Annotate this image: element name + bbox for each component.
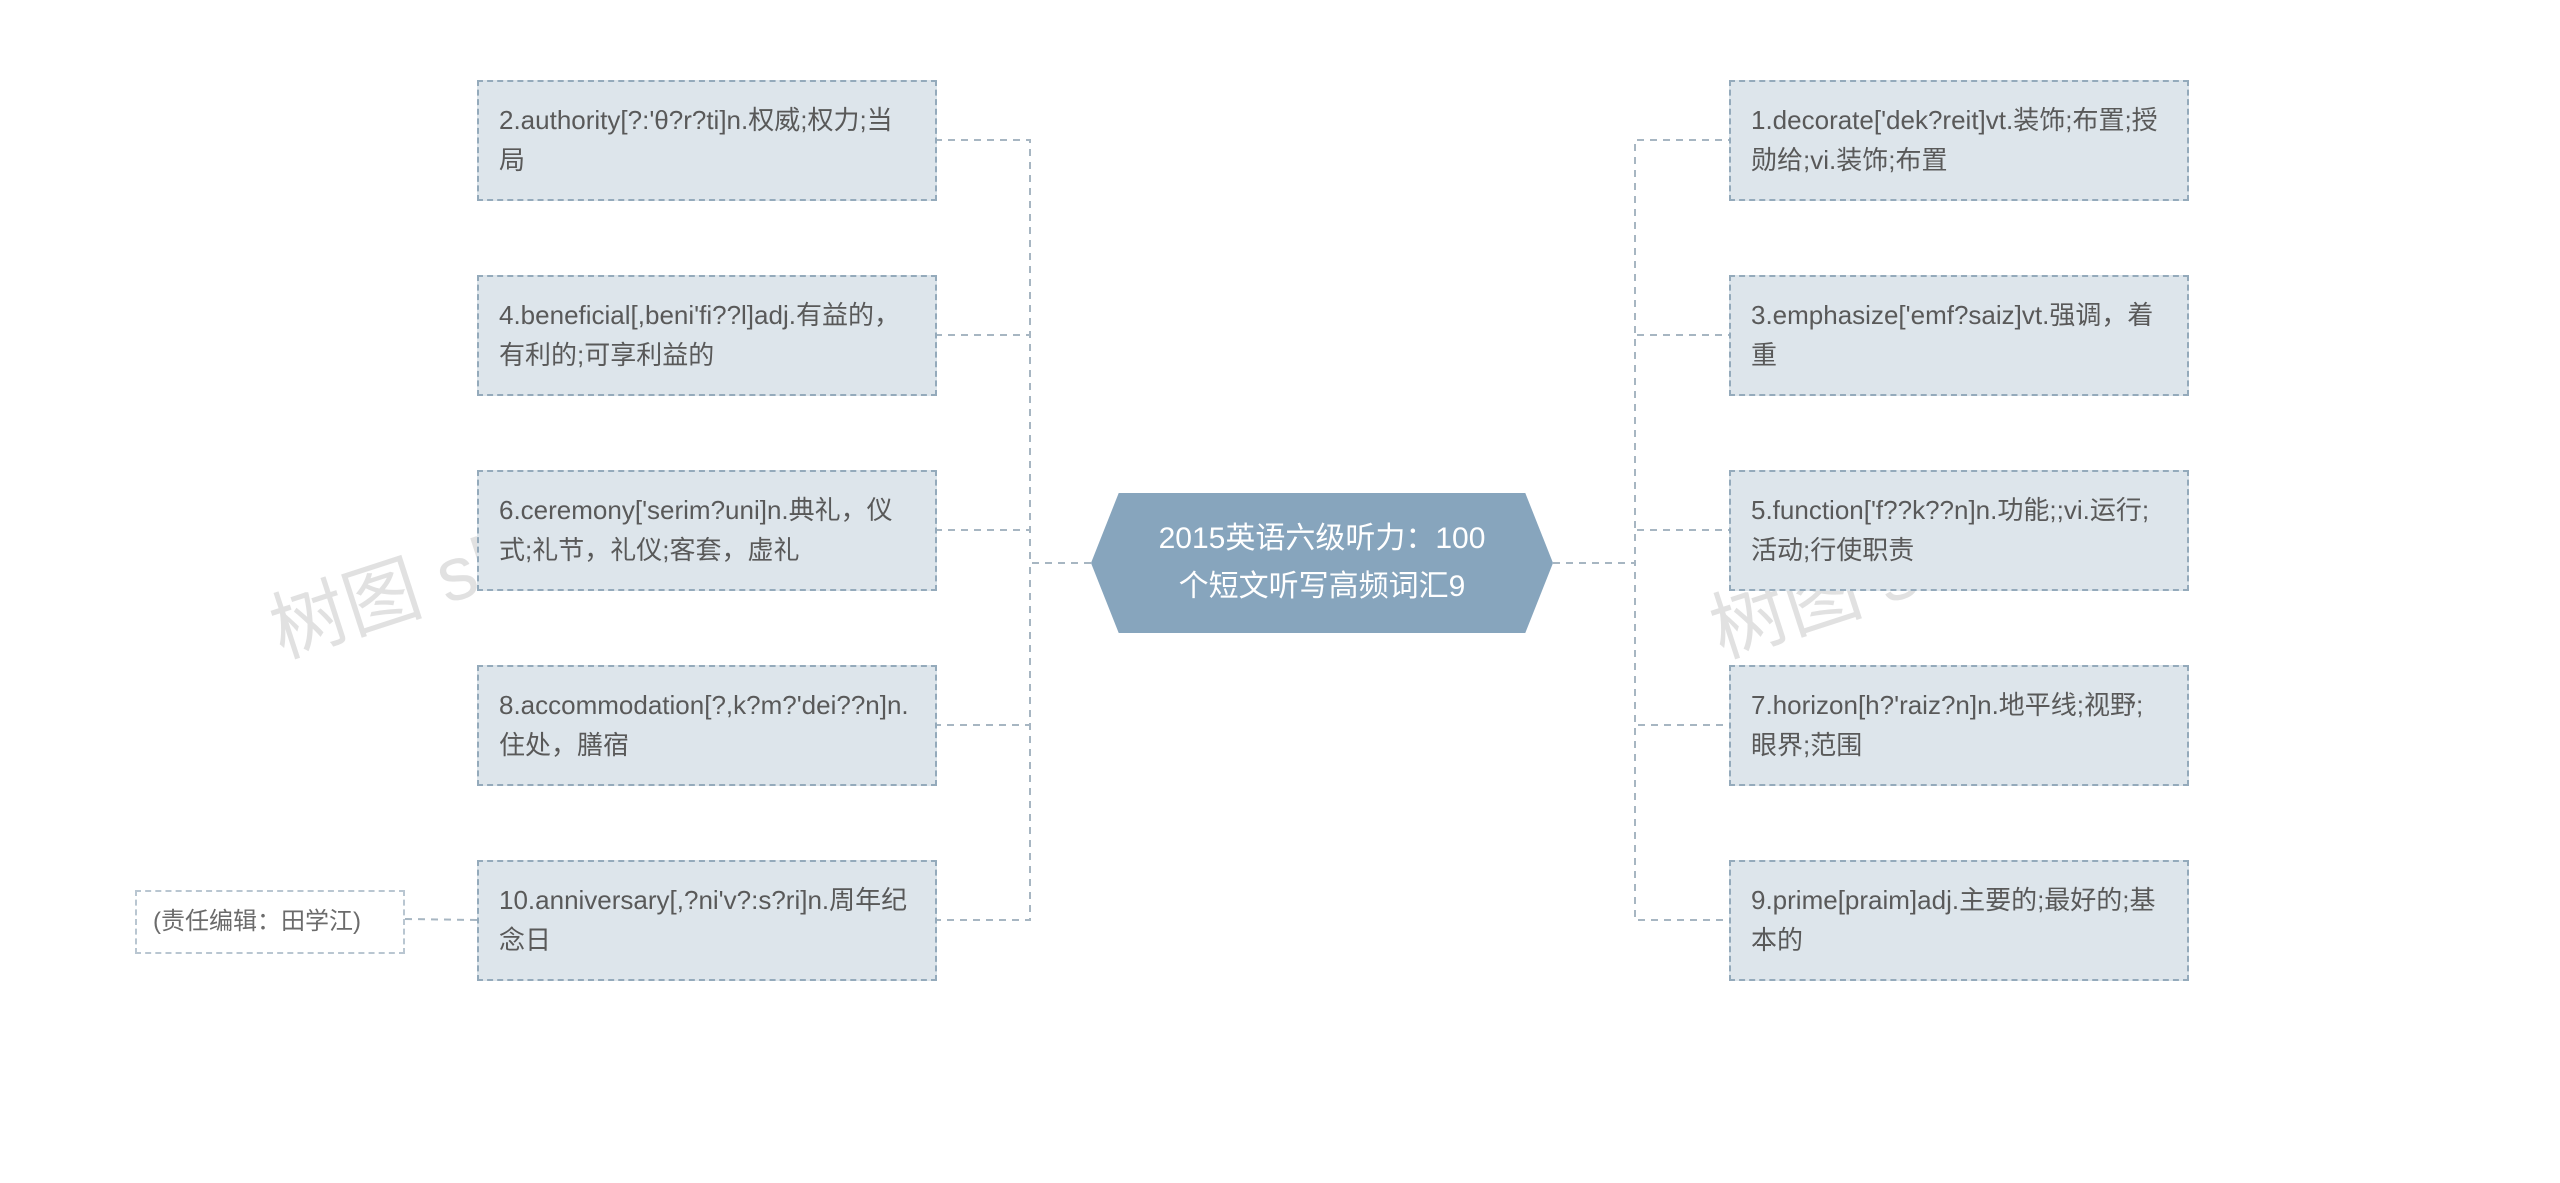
left-node-4: 8.accommodation[?,k?m?'dei??n]n.住处，膳宿 [477, 665, 937, 786]
center-line1: 2015英语六级听力：100 [1119, 515, 1525, 563]
left-node-5: 10.anniversary[,?ni'v?:s?ri]n.周年纪念日 [477, 860, 937, 981]
left-node-2: 4.beneficial[,beni'fi??l]adj.有益的，有利的;可享利… [477, 275, 937, 396]
mindmap-canvas: 树图 shutu.cn 树图 shutu.cn 2015英语六级听力：100 个… [0, 0, 2560, 1183]
center-node: 2015英语六级听力：100 个短文听写高频词汇9 [1091, 493, 1553, 633]
right-node-2: 3.emphasize['emf?saiz]vt.强调，着重 [1729, 275, 2189, 396]
left-node-3: 6.ceremony['serim?uni]n.典礼，仪式;礼节，礼仪;客套，虚… [477, 470, 937, 591]
right-node-3: 5.function['f??k??n]n.功能;;vi.运行;活动;行使职责 [1729, 470, 2189, 591]
right-node-1: 1.decorate['dek?reit]vt.装饰;布置;授勋给;vi.装饰;… [1729, 80, 2189, 201]
center-line2: 个短文听写高频词汇9 [1119, 563, 1525, 611]
sub-node-editor: (责任编辑：田学江) [135, 890, 405, 954]
right-node-4: 7.horizon[h?'raiz?n]n.地平线;视野;眼界;范围 [1729, 665, 2189, 786]
right-node-5: 9.prime[praim]adj.主要的;最好的;基本的 [1729, 860, 2189, 981]
left-node-1: 2.authority[?:'θ?r?ti]n.权威;权力;当局 [477, 80, 937, 201]
